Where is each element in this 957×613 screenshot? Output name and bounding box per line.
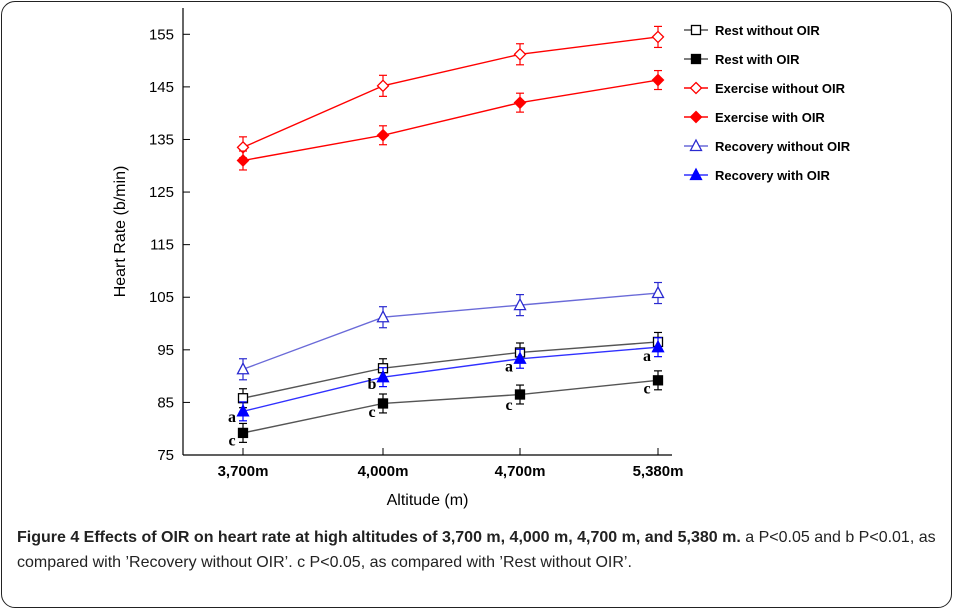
data-point <box>514 389 526 400</box>
y-tick-label: 155 <box>149 26 174 43</box>
figure-caption: Figure 4 Effects of OIR on heart rate at… <box>17 525 942 575</box>
data-point <box>376 309 390 323</box>
data-point <box>376 369 390 383</box>
chart-legend: Rest without OIR Rest with OIR Exercise wi… <box>684 23 851 183</box>
y-tick-label: 85 <box>157 394 174 411</box>
x-tick-label: 4,000m <box>358 463 409 480</box>
data-point <box>651 339 665 353</box>
legend-item: Rest without OIR <box>684 23 820 38</box>
data-point <box>651 30 665 44</box>
y-tick-label: 135 <box>149 131 174 148</box>
y-tick-label: 125 <box>149 184 174 201</box>
legend-label: Exercise without OIR <box>715 81 846 96</box>
series-recovery-with-oir <box>236 337 665 422</box>
caption-title: Figure 4 Effects of OIR on heart rate at… <box>17 529 741 546</box>
data-point <box>513 47 527 61</box>
y-tick-label: 105 <box>149 289 174 306</box>
legend-label: Recovery without OIR <box>715 139 851 154</box>
y-tick-label: 115 <box>150 237 174 254</box>
significance-label: c <box>643 381 650 398</box>
series-line <box>242 346 659 413</box>
data-point <box>237 427 249 439</box>
data-point <box>651 285 665 299</box>
legend-marker <box>689 110 703 124</box>
chart-series <box>236 25 665 443</box>
series-rest-with-oir <box>237 370 664 443</box>
legend-marker <box>690 24 702 36</box>
x-axis-title: Altitude (m) <box>387 492 469 509</box>
legend-label: Rest with OIR <box>715 52 800 67</box>
data-point <box>652 375 664 386</box>
series-exercise-without-oir <box>236 25 665 159</box>
legend-item: Exercise with OIR <box>684 110 825 125</box>
significance-label: a <box>643 348 651 365</box>
legend-label: Recovery with OIR <box>715 168 830 183</box>
legend-item: Recovery without OIR <box>684 138 851 154</box>
x-tick-label: 3,700m <box>218 463 269 480</box>
legend-label: Rest without OIR <box>715 23 820 38</box>
data-point <box>377 398 389 409</box>
legend-item: Exercise without OIR <box>684 81 846 96</box>
legend-marker <box>690 53 702 65</box>
data-point <box>376 79 390 93</box>
y-tick-label: 75 <box>157 447 174 464</box>
chart-axes <box>182 8 672 456</box>
data-point <box>513 351 527 364</box>
y-axis-title: Heart Rate (b/min) <box>112 166 129 298</box>
data-point <box>651 73 665 87</box>
legend-marker <box>689 81 703 95</box>
data-point <box>236 154 250 167</box>
line-chart: 75 85 95 105 115 125 135 145 155 3,700m 4,000m 4,7… <box>112 8 851 509</box>
series-line <box>242 36 659 148</box>
significance-label: c <box>368 404 375 421</box>
series-line <box>242 379 659 434</box>
data-point <box>513 297 527 311</box>
series-line <box>242 79 659 162</box>
x-tick-label: 4,700m <box>495 463 546 480</box>
x-tick-label: 5,380m <box>633 463 684 480</box>
legend-item: Recovery with OIR <box>684 167 830 183</box>
data-point <box>236 403 250 417</box>
y-axis-ticks: 75 85 95 105 115 125 135 145 155 <box>149 26 190 464</box>
y-tick-label: 145 <box>149 79 174 96</box>
caption-text: a P<0.05 and b P<0.01, as compared with … <box>17 529 936 571</box>
significance-label: c <box>505 397 512 414</box>
legend-item: Rest with OIR <box>684 52 800 67</box>
series-line <box>242 341 659 399</box>
series-line <box>242 292 659 370</box>
legend-marker <box>689 138 703 152</box>
data-point <box>513 96 527 110</box>
legend-marker <box>689 167 703 181</box>
data-point <box>236 361 250 375</box>
series-recovery-without-oir <box>236 281 665 381</box>
series-exercise-with-oir <box>236 69 665 171</box>
data-point <box>376 128 390 142</box>
legend-label: Exercise with OIR <box>715 110 825 125</box>
significance-label: b <box>368 376 377 393</box>
significance-label: a <box>505 359 513 376</box>
significance-label: a <box>228 409 236 426</box>
y-tick-label: 95 <box>157 342 174 359</box>
significance-label: c <box>228 432 235 449</box>
x-axis-ticks: 3,700m 4,000m 4,700m 5,380m <box>218 448 684 480</box>
